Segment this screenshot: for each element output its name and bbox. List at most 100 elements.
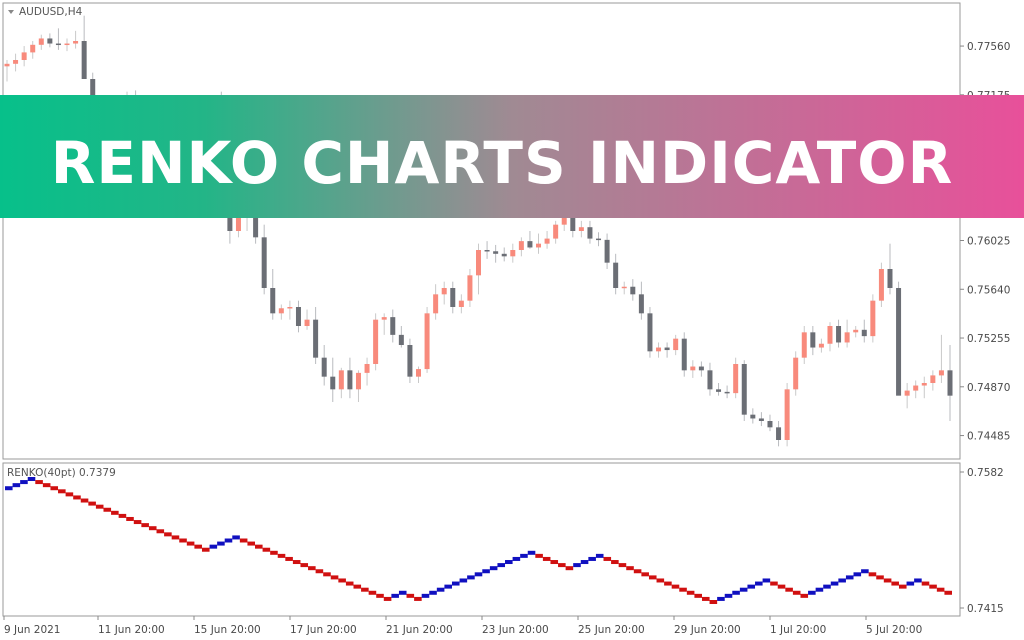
renko-brick (694, 593, 702, 598)
candle-body (767, 421, 773, 428)
candle-body (30, 44, 36, 53)
candle-body (64, 43, 70, 46)
candle (810, 326, 816, 356)
candle-body (510, 250, 516, 257)
candle-body (647, 313, 653, 352)
candle-body (493, 251, 499, 254)
candle-body (304, 319, 310, 326)
candle-body (295, 307, 301, 326)
renko-brick (217, 541, 225, 546)
renko-brick (898, 584, 907, 589)
candle-body (630, 286, 636, 295)
candle (355, 370, 361, 402)
renko-brick (906, 581, 915, 586)
renko-brick (179, 538, 187, 543)
renko-brick (876, 575, 884, 580)
renko-brick (838, 578, 846, 583)
candle (433, 284, 439, 320)
candle-body (373, 319, 379, 364)
x-tick-label: 15 Jun 20:00 (194, 624, 261, 636)
candle-body (253, 205, 259, 238)
candle (441, 281, 447, 305)
collapse-triangle-icon[interactable] (8, 10, 14, 14)
candle (553, 220, 559, 244)
candle-body (638, 294, 644, 314)
candle (381, 313, 387, 335)
renko-brick (421, 593, 430, 598)
renko-brick (845, 575, 854, 580)
renko-brick (451, 581, 460, 586)
renko-brick (603, 556, 612, 561)
time-x-axis: 9 Jun 2021 11 Jun 20:00 15 Jun 20:00 17 Jun… (3, 616, 922, 636)
renko-brick (186, 541, 195, 546)
candle (518, 237, 524, 257)
candle (587, 220, 593, 244)
candle-body (758, 418, 764, 421)
candle (313, 307, 319, 364)
candle-body (458, 300, 464, 307)
candle (690, 360, 696, 378)
candle (450, 281, 456, 314)
candle-body (4, 63, 10, 67)
candle-body (38, 38, 44, 45)
candle (853, 326, 859, 338)
x-tick-label: 21 Jun 20:00 (386, 624, 453, 636)
candle-body (484, 250, 490, 252)
renko-brick (126, 516, 134, 521)
candle (304, 309, 310, 330)
candle (638, 281, 644, 320)
candle (604, 233, 610, 269)
x-tick-label: 29 Jun 20:00 (674, 624, 741, 636)
candle (330, 357, 336, 402)
renko-brick (679, 587, 687, 592)
renko-brick (717, 596, 725, 601)
candle-body (450, 288, 456, 307)
renko-brick (133, 520, 142, 525)
candle-body (587, 227, 593, 239)
candle-body (364, 364, 370, 373)
candle-body (570, 213, 576, 231)
candle (673, 334, 679, 356)
renko-brick (891, 581, 899, 586)
candle (801, 326, 807, 364)
candle (321, 345, 327, 386)
renko-brick (103, 507, 112, 512)
renko-brick (224, 538, 233, 543)
candle-body (355, 372, 361, 390)
renko-brick (724, 593, 733, 598)
renko-brick (595, 553, 604, 558)
renko-brick (361, 587, 369, 592)
renko-brick (50, 486, 59, 491)
candle (493, 244, 499, 263)
candle (836, 319, 842, 348)
candle (596, 232, 602, 247)
candle-body (664, 347, 670, 351)
candle-body (673, 338, 679, 351)
renko-brick (80, 498, 89, 503)
renko-brick (285, 556, 293, 561)
renko-brick (239, 538, 248, 543)
candle (758, 412, 764, 427)
candle-body (938, 370, 944, 376)
price-y-tick-label: 0.76025 (967, 236, 1010, 248)
renko-brick (73, 495, 81, 500)
candle-body (844, 332, 850, 343)
renko-brick (808, 590, 816, 595)
renko-brick (118, 513, 127, 518)
candle (827, 322, 833, 352)
renko-brick (777, 584, 786, 589)
candle-body (441, 288, 447, 295)
candle-body (947, 370, 953, 396)
candle-body (604, 239, 610, 263)
renko-brick (656, 578, 665, 583)
renko-brick (618, 563, 627, 568)
candle (896, 281, 902, 396)
renko-brick (626, 566, 634, 571)
candle-body (818, 343, 824, 348)
renko-brick (747, 584, 756, 589)
candle-body (261, 237, 267, 288)
renko-brick (315, 569, 324, 574)
candle (613, 253, 619, 295)
candle-body (896, 288, 902, 396)
renko-brick (573, 563, 581, 568)
